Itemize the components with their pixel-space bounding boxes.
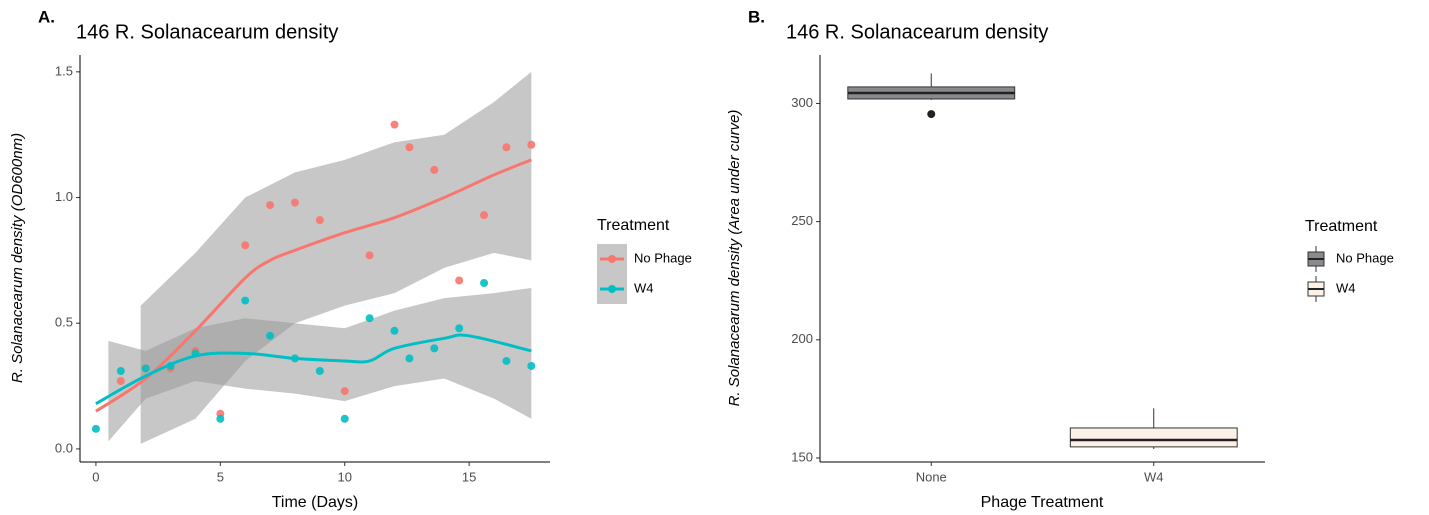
legend-label: W4 [1336,280,1356,295]
y-tick-label: 0.0 [55,440,73,455]
data-point [340,387,349,396]
data-point [340,414,349,423]
x-axis-label: Time (Days) [272,494,359,511]
legend-title: Treatment [597,217,670,234]
y-tick-label: 1.5 [55,63,73,78]
data-point [241,296,250,305]
y-tick-label: 200 [791,331,813,346]
y-tick-label: 0.5 [55,315,73,330]
box [1069,427,1238,448]
data-point [480,211,489,220]
data-point [502,356,511,365]
data-point [405,354,414,363]
y-axis-label: R. Solanacearum density (OD600nm) [9,133,26,383]
y-tick-label: 250 [791,213,813,228]
outlier [927,110,936,119]
data-point [527,361,536,370]
data-point [266,201,275,210]
panel-label: A. [38,7,55,26]
legend-label: No Phage [1336,250,1394,265]
data-point [390,120,399,129]
data-point [116,377,125,386]
data-point [216,414,225,423]
data-point [480,279,489,288]
legend-key [608,285,616,293]
y-tick-label: 150 [791,449,813,464]
chart-title: 146 R. Solanacearum density [786,21,1048,43]
data-point [290,198,299,207]
data-point [502,143,511,152]
smooth-line [95,158,532,413]
x-tick-label: 5 [217,469,224,484]
chart-title: 146 R. Solanacearum density [76,21,338,43]
data-point [141,364,150,373]
x-tick-label: 10 [337,469,351,484]
data-point [430,344,439,353]
y-axis-label: R. Solanacearum density (Area under curv… [726,110,743,407]
x-tick-label: W4 [1144,469,1164,484]
data-point [241,241,250,250]
x-tick-label: 15 [462,469,476,484]
legend-key [608,255,616,263]
smooth-line [95,333,532,405]
data-point [455,324,464,333]
y-tick-label: 1.0 [55,189,73,204]
data-point [455,276,464,285]
data-point [527,140,536,149]
x-axis-label: Phage Treatment [981,494,1104,511]
y-tick-label: 300 [791,95,813,110]
data-point [315,366,324,375]
confidence-band [108,288,532,442]
data-point [390,326,399,335]
data-point [430,165,439,174]
data-point [116,366,125,375]
data-point [405,143,414,152]
legend-label: W4 [634,280,654,295]
data-point [315,216,324,225]
data-point [365,251,374,260]
data-point [91,424,100,433]
panel-label: B. [748,7,765,26]
data-point [266,331,275,340]
legend-label: No Phage [634,250,692,265]
x-tick-label: 0 [92,469,99,484]
legend-title: Treatment [1305,218,1378,235]
x-tick-label: None [916,469,947,484]
data-point [365,314,374,323]
